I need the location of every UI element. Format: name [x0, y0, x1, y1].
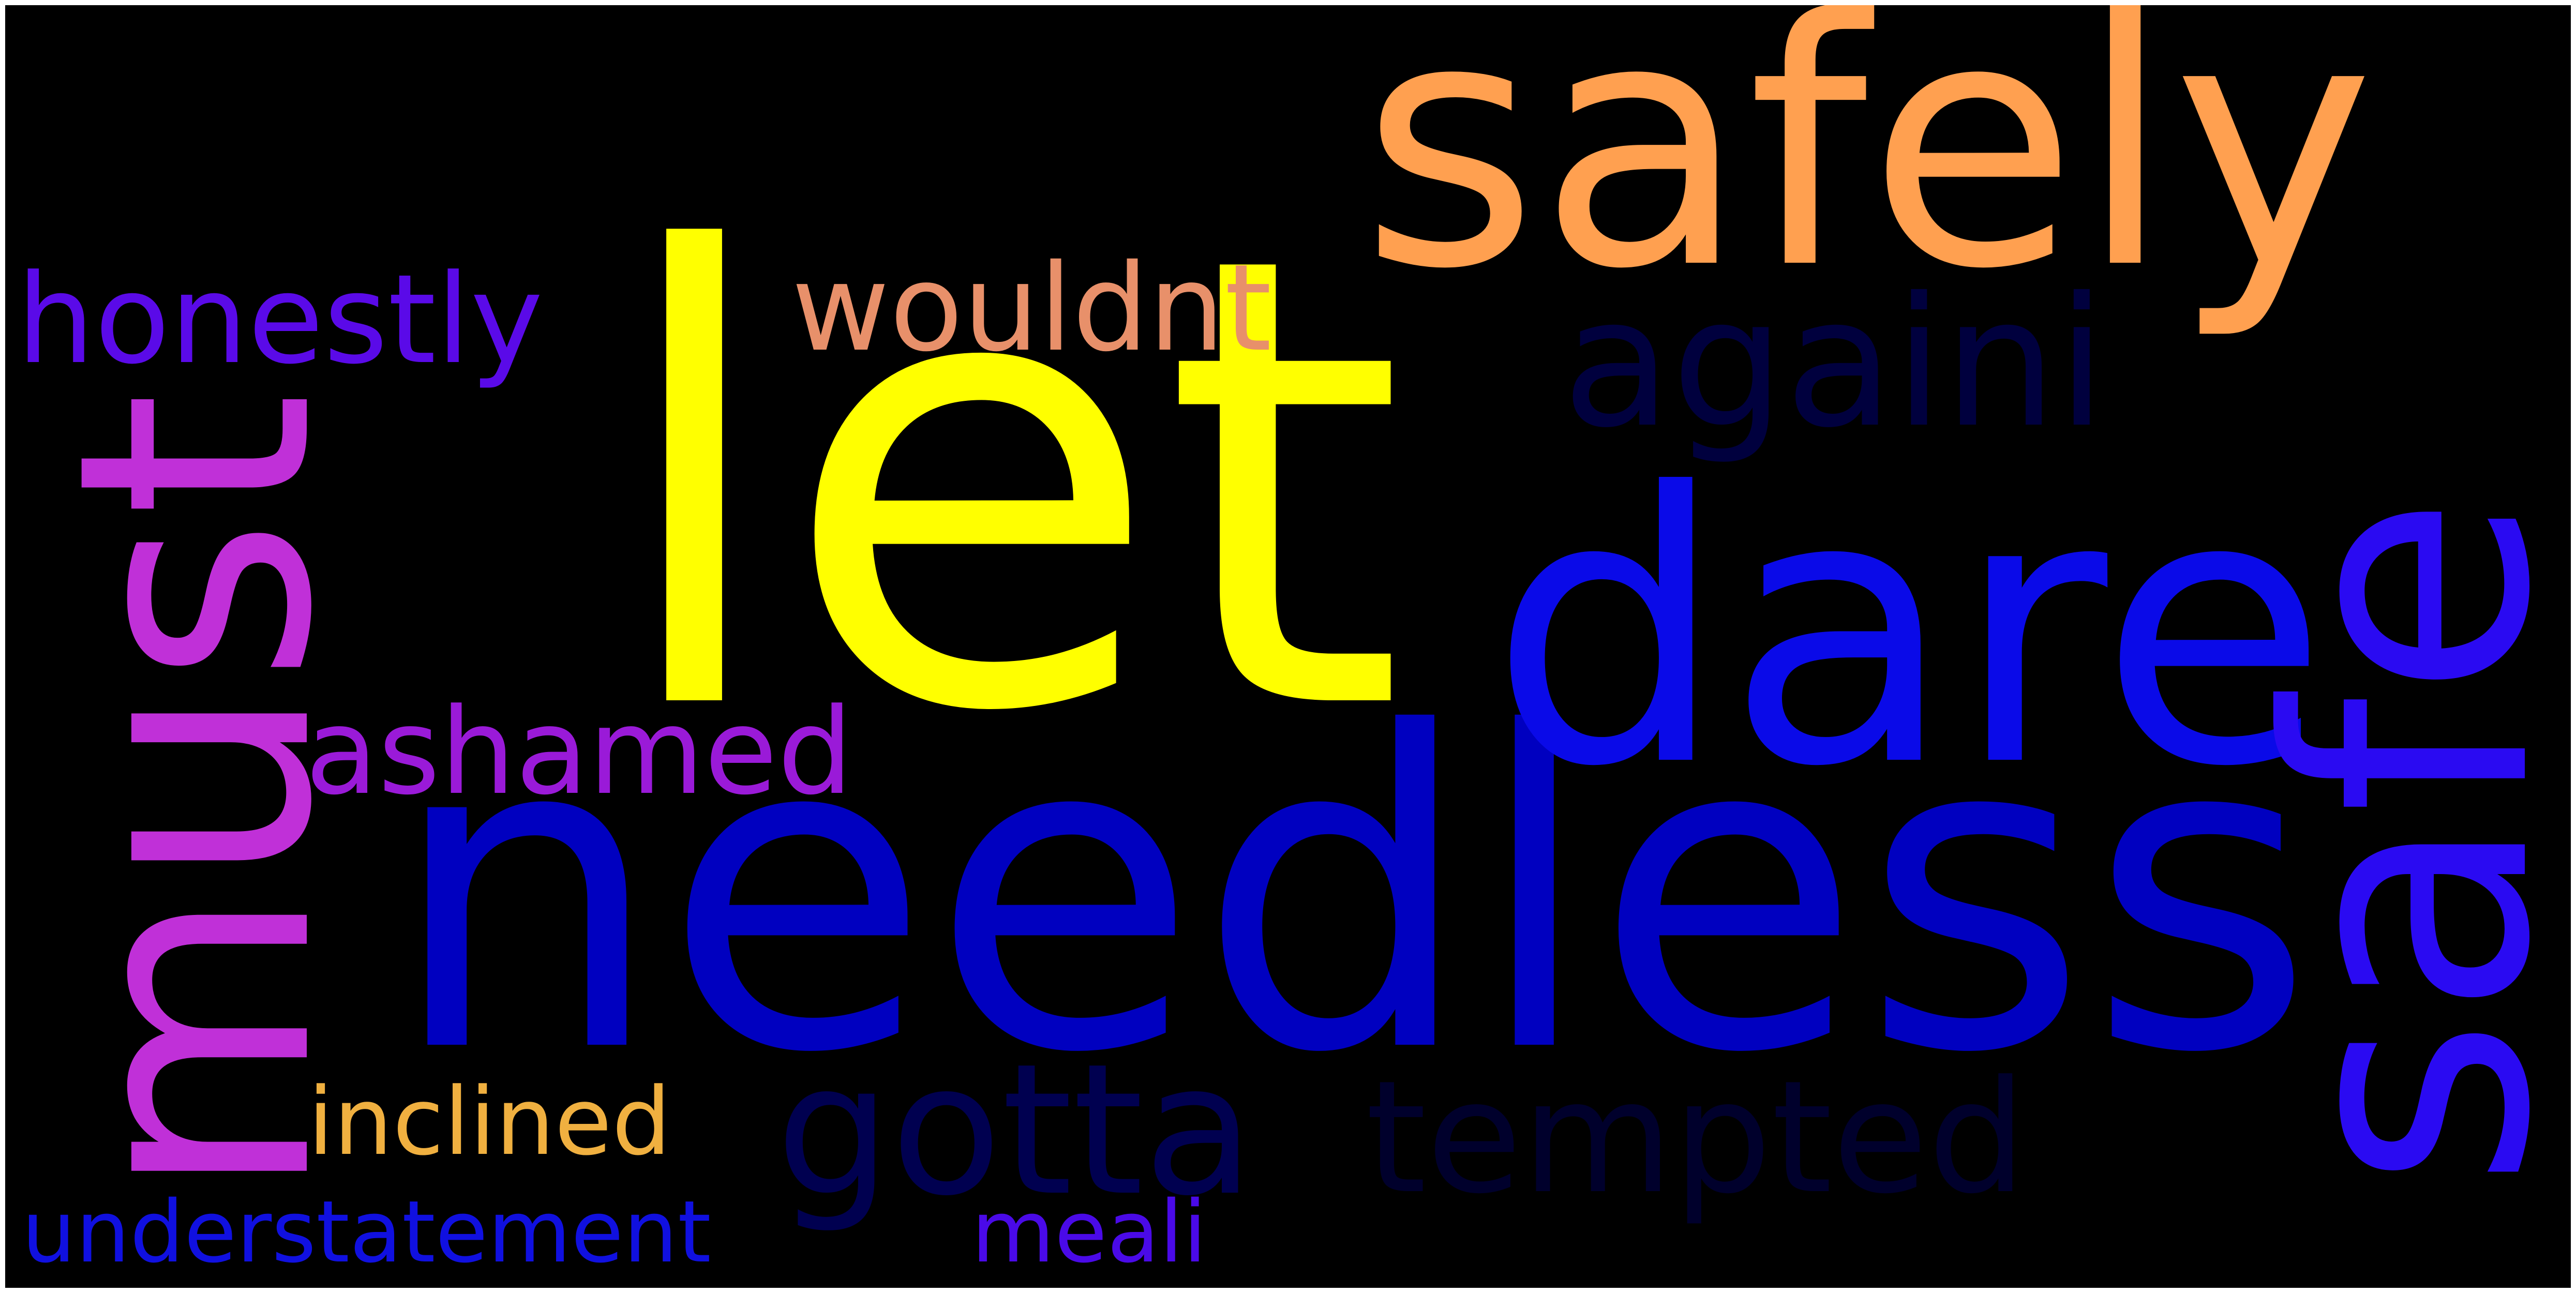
- word-safe: safe: [2218, 494, 2571, 1190]
- word-let: let: [608, 125, 1406, 847]
- word-tempted: tempted: [1366, 1047, 2027, 1228]
- word-wouldnt: wouldnt: [791, 238, 1272, 378]
- word-dare: dare: [1490, 414, 2329, 848]
- word-safely: safely: [1360, 5, 2375, 343]
- word-gotta: gotta: [776, 1025, 1255, 1236]
- word-againi: againi: [1562, 260, 2107, 467]
- word-cloud: let needless safely dare must safe again…: [5, 5, 2571, 1288]
- word-understatement: understatement: [22, 1182, 711, 1282]
- word-meali: meali: [971, 1182, 1207, 1282]
- word-ashamed: ashamed: [305, 683, 853, 821]
- word-needless: needless: [388, 642, 2315, 1148]
- word-honestly: honestly: [17, 248, 544, 392]
- word-inclined: inclined: [308, 1068, 671, 1176]
